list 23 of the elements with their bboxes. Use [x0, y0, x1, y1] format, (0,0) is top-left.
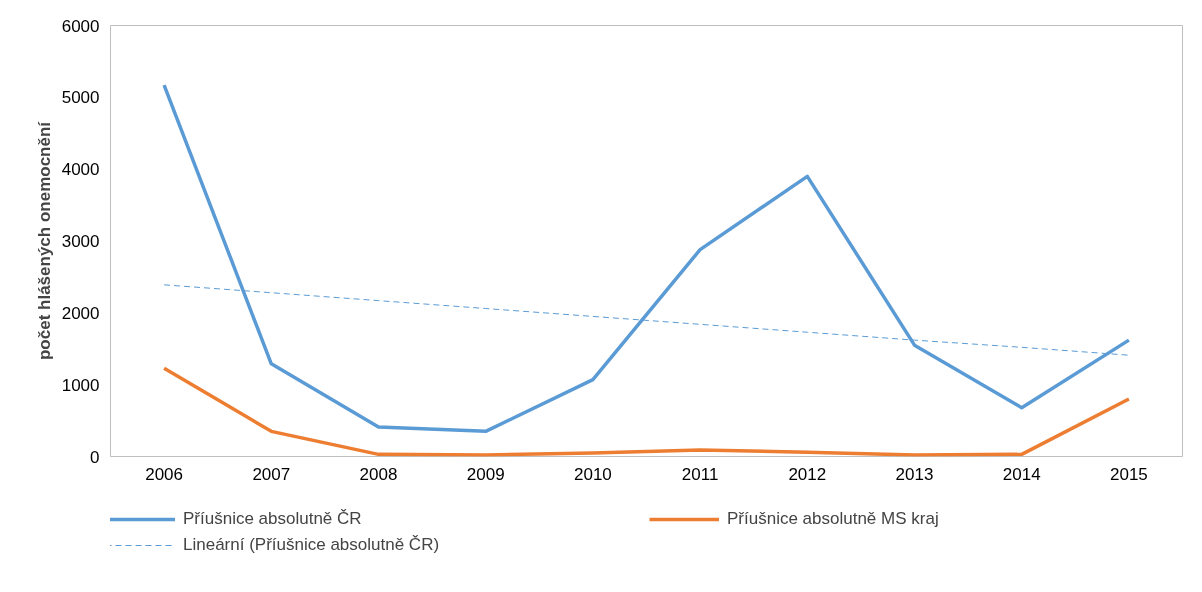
y-tick-label: 5000 [61, 88, 100, 108]
x-tick-label: 2009 [466, 464, 505, 484]
x-tick-label: 2006 [145, 464, 184, 484]
y-tick-label: 0 [90, 447, 100, 467]
line-series [162, 366, 1131, 457]
y-tick-label: 2000 [61, 303, 100, 323]
legend-label: Příušnice absolutně MS kraj [727, 509, 940, 529]
x-tick-label: 2015 [1109, 464, 1148, 484]
x-tick-label: 2014 [1002, 464, 1041, 484]
y-axis-title: počet hlášených onemocnění [34, 120, 54, 361]
x-tick-label: 2008 [359, 464, 398, 484]
y-tick-label: 1000 [61, 375, 100, 395]
y-tick-label: 3000 [61, 232, 100, 251]
line-series [162, 83, 1131, 434]
x-tick-label: 2010 [573, 464, 612, 484]
x-tick-label: 2011 [681, 464, 719, 484]
x-tick-label: 2007 [252, 464, 291, 484]
legend-label: Příušnice absolutně ČR [183, 509, 363, 529]
x-tick-label: 2013 [895, 464, 934, 484]
y-tick-label: 4000 [61, 160, 100, 180]
legend-label: Lineární (Příušnice absolutně ČR) [183, 535, 441, 555]
x-tick-label: 2012 [788, 464, 827, 484]
y-tick-label: 6000 [61, 16, 100, 36]
